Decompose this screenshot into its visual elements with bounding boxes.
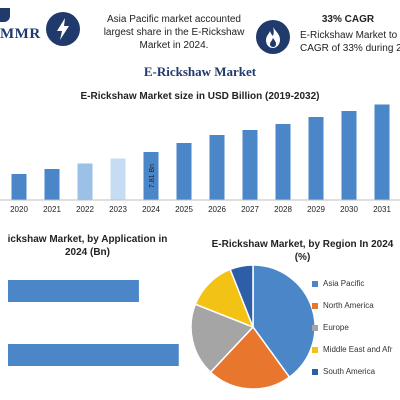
title-line: ickshaw Market, by Application in — [7, 234, 168, 245]
pie-slice — [209, 325, 291, 390]
bar-2030 — [341, 111, 357, 200]
bar-2025 — [176, 143, 192, 200]
legend-label: Europe — [323, 323, 349, 332]
legend-entry: Europe — [312, 323, 400, 345]
application-chart-title: ickshaw Market, by Application in 2024 (… — [0, 233, 175, 259]
info-line: E-Rickshaw Market to — [300, 30, 398, 41]
bar-2027 — [242, 130, 258, 200]
data-label: 7.81 Bn — [149, 164, 156, 188]
x-tick-label: 2027 — [241, 205, 259, 214]
legend-swatch — [312, 346, 318, 353]
pie-legend: Asia Pacific North America Europe Middle Ea… — [312, 279, 400, 389]
market-size-bar-chart: 2020 2021 2022 2023 2024 2025 2026 2027 2028 2029… — [0, 104, 400, 214]
legend-label: North America — [323, 301, 374, 310]
bar-2020 — [11, 174, 27, 200]
legend-swatch — [312, 302, 318, 309]
legend-entry: North America — [312, 301, 400, 323]
legend-entry: Middle East and Afr — [312, 345, 400, 367]
legend-swatch — [312, 368, 318, 375]
info-line: Market in 2024. — [139, 40, 209, 51]
lightning-icon — [46, 12, 80, 46]
info-line: Asia Pacific market accounted — [107, 14, 241, 25]
legend-label: Middle East and Afr — [323, 345, 393, 354]
bar-2026 — [209, 135, 225, 200]
x-tick-label: 2031 — [373, 205, 391, 214]
bar-2029 — [308, 117, 324, 200]
info-line: CAGR of 33% during 2 — [300, 43, 400, 54]
logo: MMR — [0, 26, 41, 42]
pie-slice — [252, 264, 316, 379]
legend-entry: South America — [312, 367, 400, 389]
page-title: E-Rickshaw Market — [143, 64, 257, 79]
pie-slice — [229, 264, 254, 328]
x-tick-label: 2029 — [307, 205, 325, 214]
x-tick-label: 2023 — [109, 205, 127, 214]
application-bar — [8, 280, 139, 302]
legend-swatch — [312, 280, 318, 287]
info-card-cagr: E-Rickshaw Market to CAGR of 33% during … — [300, 29, 400, 55]
x-tick-label: 2025 — [175, 205, 193, 214]
info-card-asia: Asia Pacific market accounted largest sh… — [96, 13, 252, 52]
title-line: 2024 (Bn) — [64, 247, 110, 258]
chart-title: E-Rickshaw Market size in USD Billion (2… — [80, 91, 320, 102]
region-chart-title: E-Rickshaw Market, by Region In 2024 (%) — [205, 238, 400, 264]
bar-2024 — [143, 152, 159, 200]
x-tick-label: 2030 — [340, 205, 358, 214]
x-tick-label: 2022 — [76, 205, 94, 214]
x-tick-label: 2026 — [208, 205, 226, 214]
bar-2028 — [275, 124, 291, 200]
info-line: largest share in the E-Rickshaw — [103, 27, 245, 38]
x-tick-label: 2020 — [10, 205, 28, 214]
title-line: E-Rickshaw Market, by Region In 2024 — [211, 239, 394, 250]
bar-2023 — [110, 158, 126, 200]
legend-label: Asia Pacific — [323, 279, 365, 288]
x-tick-label: 2024 — [142, 205, 160, 214]
x-tick-label: 2028 — [274, 205, 292, 214]
region-pie-chart — [190, 264, 316, 390]
legend-label: South America — [323, 367, 376, 376]
bar-2021 — [44, 169, 60, 200]
cagr-heading: 33% CAGR — [321, 14, 375, 25]
x-tick-label: 2021 — [43, 205, 61, 214]
legend-swatch — [312, 324, 318, 331]
logo-mark — [0, 8, 10, 22]
legend-entry: Asia Pacific — [312, 279, 400, 301]
title-line: (%) — [294, 252, 311, 263]
application-bar — [8, 344, 179, 366]
application-bar-chart — [8, 280, 179, 366]
bar-2022 — [77, 163, 93, 200]
flame-icon — [256, 20, 290, 54]
bar-2031 — [374, 104, 390, 200]
